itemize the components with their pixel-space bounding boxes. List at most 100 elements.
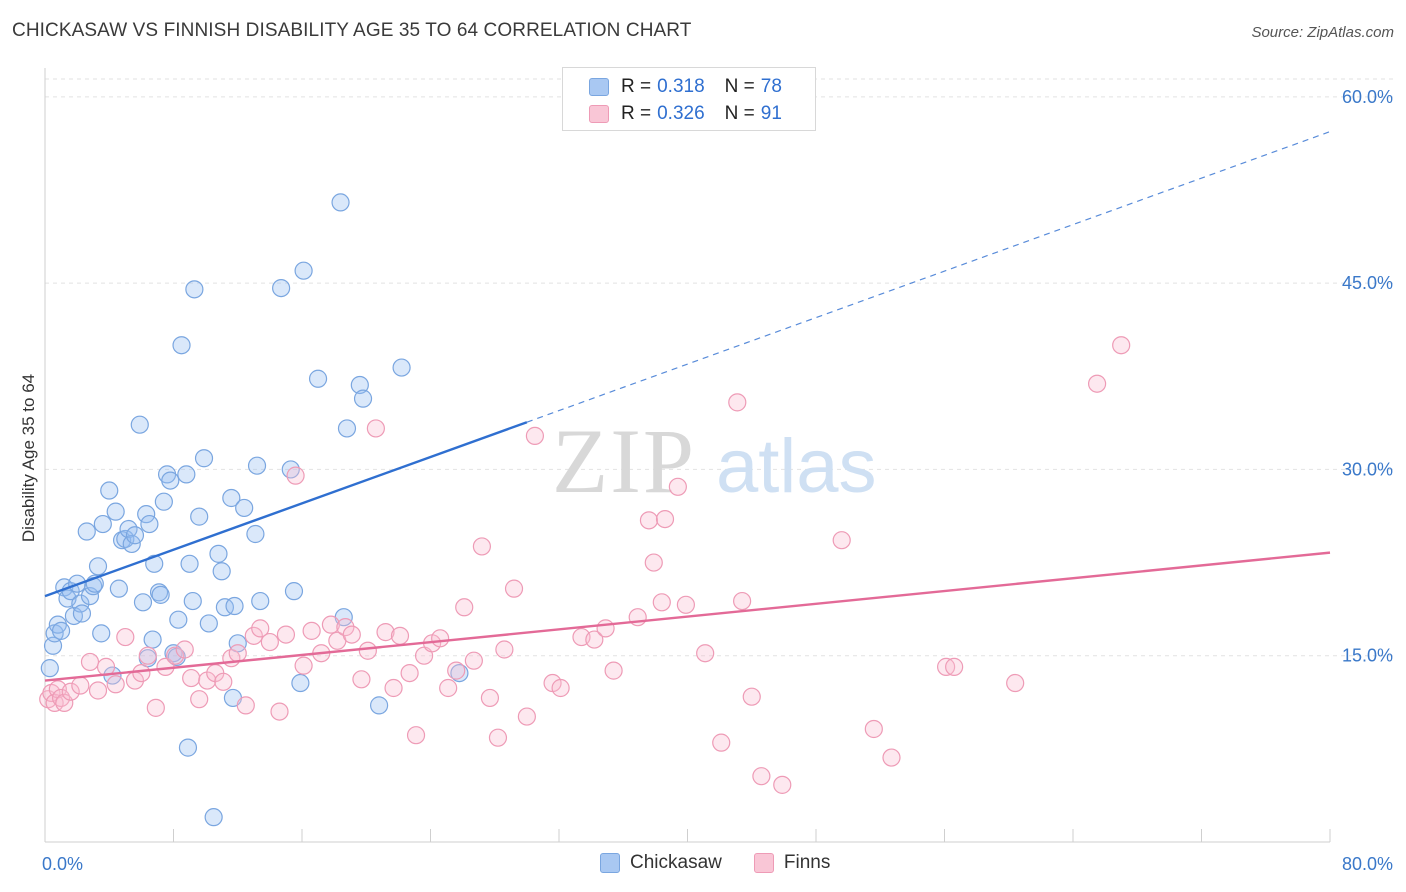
data-point: [472, 537, 491, 556]
data-point: [495, 640, 514, 659]
data-point: [864, 719, 883, 739]
data-point: [130, 415, 149, 434]
series-finns: [39, 336, 1131, 794]
data-point: [138, 646, 157, 665]
bottom-legend-chickasaw: Chickasaw: [600, 852, 722, 874]
data-point: [439, 678, 458, 698]
legend-n-value: 78: [760, 76, 782, 97]
data-point: [93, 514, 112, 534]
series-chickasaw: [40, 193, 469, 827]
data-point: [308, 369, 328, 388]
legend-n-label: N =: [724, 76, 755, 97]
data-point: [712, 733, 731, 752]
data-point: [235, 498, 254, 518]
data-point: [733, 591, 752, 611]
legend-r-label: R =: [621, 76, 652, 97]
data-point: [214, 672, 233, 691]
data-point: [358, 641, 377, 660]
data-point: [596, 619, 615, 638]
data-point: [342, 625, 361, 644]
data-point: [182, 668, 201, 688]
data-point: [284, 582, 304, 601]
data-point: [742, 687, 761, 706]
data-point: [190, 507, 209, 526]
data-point: [294, 656, 313, 675]
data-point: [652, 593, 671, 612]
data-point: [80, 652, 100, 672]
bottom-legend-label-chickasaw: Chickasaw: [630, 852, 722, 873]
data-point: [1112, 336, 1131, 355]
data-point: [337, 419, 357, 438]
data-point: [1006, 673, 1025, 693]
data-point: [447, 661, 466, 680]
data-point: [133, 593, 153, 612]
data-point: [281, 460, 300, 479]
data-point: [77, 522, 96, 541]
data-point: [551, 678, 570, 698]
data-point: [392, 358, 411, 377]
data-point: [180, 554, 199, 573]
watermark: ZIP atlas: [552, 410, 877, 512]
data-point: [696, 644, 715, 663]
data-point: [106, 675, 125, 694]
data-point: [61, 682, 80, 701]
data-point: [384, 678, 403, 698]
trend-layer: [44, 131, 1331, 682]
y-tick-label: 45.0%: [1342, 273, 1393, 293]
data-point: [140, 514, 159, 534]
tick-labels: 15.0% 30.0% 45.0% 60.0% 0.0% 80.0%: [42, 87, 1393, 874]
data-point: [390, 626, 410, 645]
data-point: [504, 579, 524, 598]
data-point: [166, 646, 185, 665]
data-point: [644, 553, 663, 572]
data-point: [728, 393, 747, 412]
data-point: [175, 640, 194, 659]
data-point: [228, 644, 247, 663]
data-point: [331, 193, 350, 212]
legend-r-value: 0.318: [657, 76, 705, 97]
legend-r-value: 0.326: [657, 103, 705, 124]
data-point: [244, 626, 263, 645]
data-point: [247, 456, 267, 475]
data-point: [294, 261, 313, 280]
data-point: [321, 615, 341, 634]
data-point: [212, 562, 231, 581]
bottom-legend-label-finns: Finns: [783, 852, 831, 873]
data-point: [137, 505, 156, 524]
data-point: [199, 614, 218, 633]
trend-line-chickasaw: [44, 421, 528, 598]
data-point: [169, 610, 188, 629]
y-tick-label: 30.0%: [1342, 459, 1393, 479]
legend-r-label: R =: [621, 103, 652, 124]
data-point: [215, 598, 234, 617]
bottom-legend-finns: Finns: [753, 852, 831, 874]
grid-lines: [45, 78, 1395, 657]
watermark-zip: ZIP: [552, 410, 696, 512]
watermark-atlas: atlas: [716, 424, 877, 509]
data-point: [676, 595, 695, 614]
data-point: [291, 673, 310, 693]
legend-n-label: N =: [724, 103, 755, 124]
data-point: [146, 698, 165, 717]
axes: [44, 68, 1331, 843]
data-point: [251, 591, 270, 611]
data-point: [72, 604, 92, 623]
data-point: [132, 663, 151, 683]
legend-swatch-chickasaw: [589, 78, 609, 96]
data-point: [225, 596, 244, 616]
data-point: [71, 676, 90, 695]
data-point: [51, 688, 71, 708]
data-point: [40, 659, 59, 678]
data-point: [832, 531, 851, 550]
data-point: [183, 591, 202, 611]
bottom-legend-swatch-finns: [753, 853, 774, 873]
data-point: [286, 466, 305, 485]
data-point: [209, 544, 228, 563]
bottom-legend-swatch-chickasaw: [600, 853, 620, 873]
data-point: [172, 336, 191, 355]
data-point: [352, 670, 371, 689]
data-point: [1087, 374, 1107, 393]
source-label: Source: ZipAtlas.com: [1251, 24, 1394, 41]
data-point: [194, 449, 214, 468]
